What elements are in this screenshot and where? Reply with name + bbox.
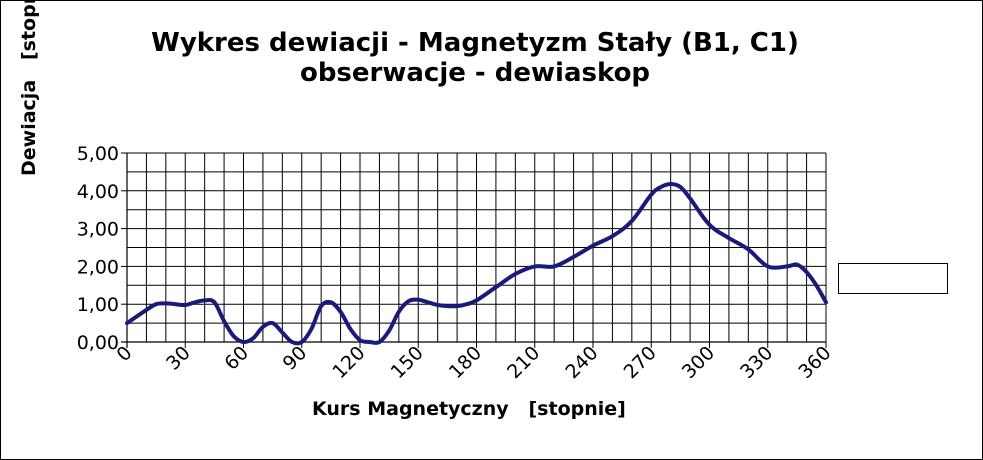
deviation-data-point — [309, 327, 314, 331]
chart-title-line-2: obserwacje - dewiaskop — [299, 58, 651, 88]
chart-title: Wykres dewiacji - Magnetyzm Stały (B1, C… — [100, 28, 850, 88]
y-tick-label: 2,00 — [77, 256, 119, 278]
deviation-data-point — [649, 192, 653, 197]
deviation-data-point — [329, 300, 333, 304]
deviation-data-point — [659, 185, 663, 189]
deviation-series-line — [125, 182, 828, 346]
deviation-data-point — [125, 321, 129, 325]
deviation-data-point — [630, 219, 634, 223]
deviation-data-point — [494, 285, 498, 289]
deviation-data-point — [183, 303, 187, 307]
deviation-data-point — [154, 302, 158, 306]
deviation-data-point — [824, 300, 828, 304]
deviation-data-point — [203, 298, 207, 303]
x-tick-label: 60 — [220, 342, 253, 375]
deviation-data-point — [610, 234, 615, 238]
deviation-data-point — [533, 264, 537, 268]
y-tick-label: 1,00 — [77, 294, 119, 316]
deviation-data-point — [455, 304, 459, 308]
deviation-data-point — [241, 340, 246, 344]
x-axis-label: Kurs Magnetyczny [stopnie] — [312, 398, 626, 420]
x-tick-label: 210 — [503, 342, 544, 383]
deviation-data-point — [377, 340, 382, 344]
x-tick-label: 180 — [445, 342, 486, 383]
x-tick-label: 90 — [279, 342, 312, 375]
deviation-data-point — [785, 264, 789, 268]
deviation-data-point — [591, 244, 595, 248]
x-tick-label: 330 — [736, 342, 777, 383]
deviation-data-point — [232, 334, 236, 338]
deviation-data-point — [251, 336, 255, 340]
x-tick-label: 150 — [387, 342, 428, 383]
deviation-data-point — [766, 264, 770, 268]
deviation-data-point — [746, 247, 750, 251]
deviation-data-point — [290, 340, 294, 344]
x-tick-label: 30 — [162, 342, 195, 375]
y-tick-label: 0,00 — [77, 332, 119, 354]
deviation-data-point — [280, 330, 284, 335]
deviation-data-point — [300, 340, 304, 344]
deviation-data-point — [474, 298, 479, 303]
y-tick-label: 3,00 — [77, 219, 119, 241]
y-tick-label: 4,00 — [77, 181, 119, 203]
deviation-data-point — [358, 338, 362, 342]
deviation-data-point — [727, 236, 731, 240]
deviation-data-point — [397, 310, 401, 314]
deviation-data-point — [193, 300, 197, 304]
deviation-data-point — [222, 319, 226, 323]
x-tick-label: 270 — [620, 342, 661, 383]
deviation-data-point — [436, 303, 440, 307]
deviation-data-point — [445, 304, 449, 308]
deviation-data-point — [465, 302, 469, 306]
chart-title-line-1: Wykres dewiacji - Magnetyzm Stały (B1, C… — [151, 28, 799, 58]
deviation-data-point — [144, 308, 149, 312]
deviation-data-point — [173, 302, 178, 306]
deviation-data-point — [804, 270, 809, 274]
deviation-data-point — [338, 310, 343, 314]
deviation-data-point — [513, 272, 517, 276]
y-tick-label: 5,00 — [77, 143, 119, 165]
x-tick-label: 0 — [112, 342, 136, 366]
deviation-data-point — [688, 196, 692, 200]
deviation-data-point — [271, 321, 275, 325]
deviation-data-point — [348, 327, 352, 331]
deviation-data-point — [368, 340, 372, 344]
deviation-data-point — [795, 262, 799, 267]
deviation-data-point — [669, 182, 673, 186]
x-tick-label: 300 — [678, 342, 719, 383]
deviation-data-point — [416, 298, 420, 302]
deviation-data-point — [707, 223, 712, 227]
deviation-data-point — [387, 329, 391, 333]
deviation-data-point — [164, 301, 168, 306]
deviation-data-point — [212, 300, 216, 304]
legend-box — [838, 263, 948, 294]
deviation-data-point — [406, 299, 411, 303]
deviation-data-point — [552, 264, 556, 268]
x-tick-label: 120 — [328, 342, 369, 383]
deviation-data-point — [426, 300, 430, 304]
x-tick-label: 240 — [561, 342, 602, 383]
deviation-data-point — [678, 185, 682, 189]
x-tick-label: 360 — [794, 342, 835, 383]
deviation-data-point — [261, 325, 265, 329]
deviation-data-point — [571, 255, 576, 259]
deviation-data-point — [319, 304, 323, 308]
deviation-data-point — [814, 283, 818, 287]
